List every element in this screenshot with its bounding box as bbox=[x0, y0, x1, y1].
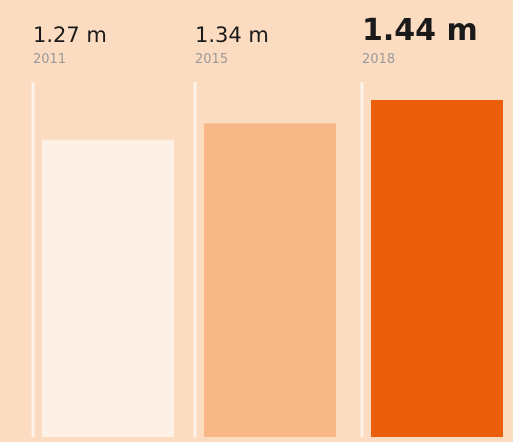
category-label: 2015 bbox=[195, 52, 228, 67]
divider bbox=[360, 82, 364, 437]
value-label: 1.27 m bbox=[33, 23, 107, 47]
bar bbox=[204, 123, 336, 438]
divider bbox=[193, 82, 197, 437]
category-label: 2011 bbox=[33, 52, 66, 67]
category-label: 2018 bbox=[362, 52, 395, 67]
value-label: 1.34 m bbox=[195, 23, 269, 47]
divider bbox=[31, 82, 35, 437]
bar bbox=[371, 100, 503, 437]
value-label: 1.44 m bbox=[362, 13, 478, 48]
bar bbox=[42, 139, 174, 437]
